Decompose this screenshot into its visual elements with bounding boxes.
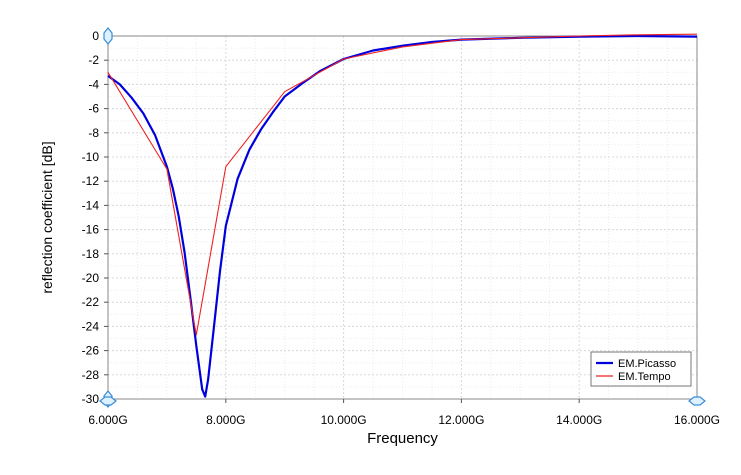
y-tick-label: -8 (88, 126, 99, 140)
x-tick-label: 12.000G (438, 413, 484, 427)
legend-label: EM.Picasso (618, 358, 676, 370)
y-tick-label: -28 (82, 368, 100, 382)
legend-box (590, 351, 692, 387)
y-tick-label: -4 (88, 77, 99, 91)
y-tick-label: -30 (82, 392, 100, 406)
y-tick-label: -18 (82, 247, 100, 261)
y-tick-label: -26 (82, 344, 100, 358)
y-tick-label: -14 (82, 198, 100, 212)
x-tick-label: 8.000G (206, 413, 245, 427)
axis-handle-shape (99, 396, 117, 406)
axis-handle-shape (103, 27, 113, 45)
series-layer (107, 33, 698, 398)
y-axis-label: reflection coefficient [dB] (39, 141, 55, 293)
y-tick-label: -12 (82, 174, 100, 188)
axis-handle-shape (688, 396, 706, 406)
y-tick-label: -22 (82, 295, 100, 309)
axis-ticks: 0 -2 -4 -6 -8 -10 -12 -14 -16 -18 -20 -22 -24 -26 -28 -… (82, 29, 720, 427)
y-tick-label: -20 (82, 271, 100, 285)
series-line-em-tempo (107, 33, 698, 336)
plot-frame (107, 35, 698, 400)
x-tick-label: 10.000G (321, 413, 367, 427)
x-tick-label: 14.000G (556, 413, 602, 427)
grid (107, 35, 698, 400)
y-tick-label: -16 (82, 223, 100, 237)
x-axis-label: Frequency (367, 430, 438, 447)
y-tick-label: 0 (92, 29, 99, 43)
y-axis-top-handle (103, 27, 113, 45)
x-tick-label: 6.000G (88, 413, 127, 427)
y-tick-label: -10 (82, 150, 100, 164)
axis-handles (99, 27, 706, 408)
y-tick-label: -2 (88, 53, 99, 67)
x-tick-label: 16.000G (674, 413, 720, 427)
x-axis-left-handle (99, 396, 117, 406)
x-axis-right-handle (688, 396, 706, 406)
y-tick-label: -6 (88, 102, 99, 116)
legend-label: EM.Tempo (618, 371, 671, 383)
y-tick-label: -24 (82, 319, 100, 333)
series-line-em-picasso (107, 34, 698, 398)
